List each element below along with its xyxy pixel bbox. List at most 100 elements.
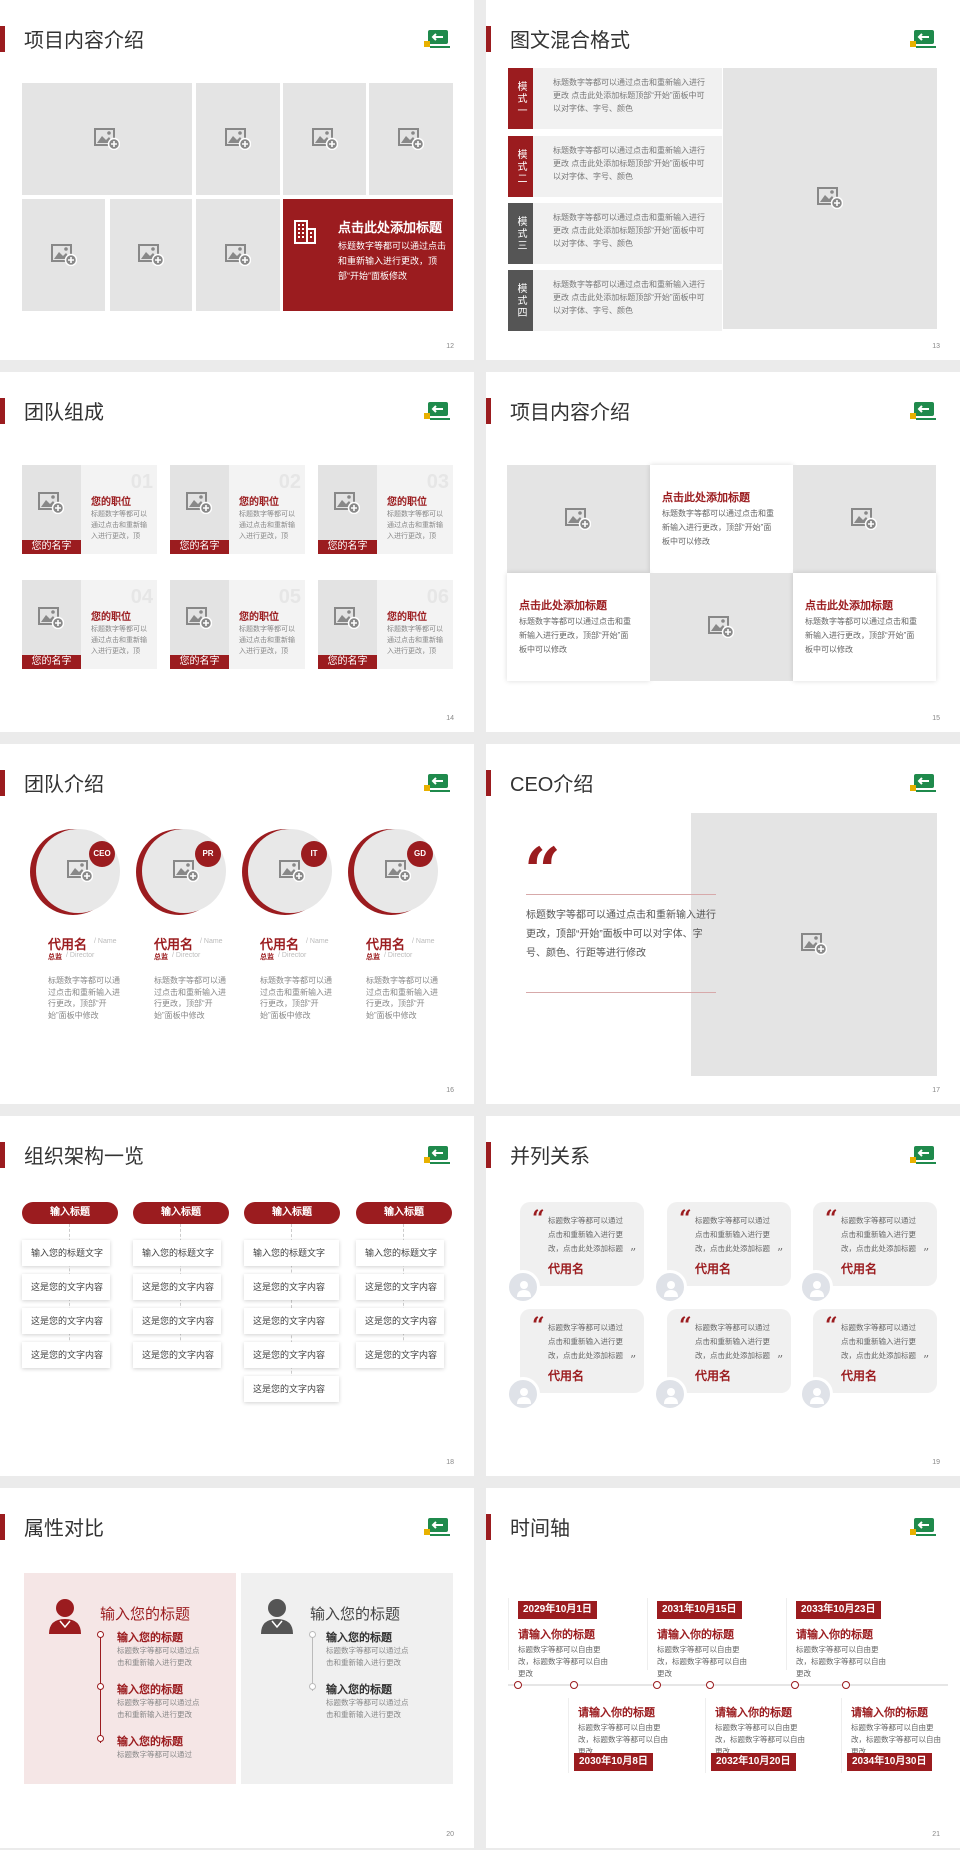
position-desc: 标题数字等都可以通过点击和重新输入进行更改，顶部“开始” [91,626,147,655]
card-number: 02 [278,471,301,493]
image-placeholder[interactable] [318,580,377,669]
image-placeholder[interactable] [22,465,81,554]
event-title: 请输入你的标题 [657,1629,734,1641]
quote-line-bottom [526,992,716,993]
org-item[interactable]: 输入您的标题文字 [356,1240,444,1266]
image-placeholder[interactable] [369,83,453,195]
female-user-icon [48,1597,82,1635]
slide-title: 团队介绍 [24,774,104,796]
image-placeholder[interactable] [723,68,937,329]
open-quote-icon: “ [679,1313,692,1339]
quote-name: 代用名 [695,1369,732,1383]
name-bar: 您的名字 [22,540,81,554]
role-badge: GD [407,841,433,867]
org-item[interactable]: 这是您的文字内容 [22,1308,110,1334]
org-item[interactable]: 这是您的文字内容 [22,1342,110,1368]
card-number: 06 [426,586,449,608]
event-body: 标题数字等都可以自由更改，标题数字等都可以自由更改 [796,1645,886,1678]
open-quote-icon: “ [825,1313,838,1339]
slide-title: 项目内容介绍 [24,30,144,52]
mode-text: 标题数字等都可以通过点击和重新输入进行更改 点击此处添加标题顶部“开始”面板中可… [533,203,722,264]
title-accent-bar [0,398,5,424]
image-placeholder[interactable] [196,83,280,195]
open-quote-icon: “ [532,1313,545,1339]
image-placeholder[interactable] [22,580,81,669]
org-item[interactable]: 这是您的文字内容 [133,1308,221,1334]
item-body: 标题数字等都可以通过点击和重新输入进行更改 [326,1646,409,1667]
column-header[interactable]: 输入标题 [244,1202,340,1224]
image-placeholder[interactable] [170,465,229,554]
quote-text: 标题数字等都可以通过点击和重新输入进行更改，点击此处添加标题 [548,1216,623,1253]
slide-14: 团队组成14您的名字01您的职位标题数字等都可以通过点击和重新输入进行更改，顶部… [0,372,474,732]
slide-17: CEO介绍 17 “标题数字等都可以通过点击和重新输入进行更改，顶部“开始”面板中可… [486,744,960,1104]
image-placeholder[interactable] [507,465,650,573]
position-title: 您的职位 [387,612,427,623]
member-name: 代用名 [366,937,406,952]
event-title: 请输入你的标题 [851,1707,928,1719]
org-item[interactable]: 这是您的文字内容 [22,1274,110,1300]
image-placeholder[interactable] [650,573,793,681]
member-role-en: / Director [278,952,307,959]
org-item[interactable]: 这是您的文字内容 [244,1274,339,1300]
org-item[interactable]: 这是您的文字内容 [133,1342,221,1368]
card-title: 点击此处添加标题 [519,600,607,612]
image-plus-icon [334,492,361,515]
timeline-dot [653,1681,661,1689]
image-placeholder[interactable] [793,465,936,573]
image-placeholder[interactable] [22,199,105,311]
column-header[interactable]: 输入标题 [356,1202,452,1224]
event-date: 2029年10月1日 [518,1601,597,1619]
slide-title: 图文混合格式 [510,30,630,52]
org-item[interactable]: 这是您的文字内容 [356,1342,444,1368]
event-title: 请输入你的标题 [715,1707,792,1719]
title-accent-bar [486,1514,491,1540]
org-item[interactable]: 这是您的文字内容 [356,1308,444,1334]
image-plus-icon [801,933,828,956]
mode-text: 标题数字等都可以通过点击和重新输入进行更改 点击此处添加标题顶部“开始”面板中可… [533,136,722,197]
slide-title: 项目内容介绍 [510,402,630,424]
open-quote-icon: “ [532,1206,545,1232]
column-header[interactable]: 输入标题 [22,1202,118,1224]
text-card: 点击此处添加标题 标题数字等都可以通过点击和重新输入进行更改，顶部“开始”面板中可… [650,465,793,573]
quote-icon: “ [524,834,561,909]
title-accent-bar [0,770,5,796]
event-body: 标题数字等都可以自由更改，标题数字等都可以自由更改 [578,1723,668,1756]
org-item[interactable]: 这是您的文字内容 [244,1342,339,1368]
org-item[interactable]: 输入您的标题文字 [244,1240,339,1266]
position-title: 您的职位 [239,612,279,623]
image-placeholder[interactable] [22,83,192,195]
panel-timeline [312,1631,313,1691]
quote-card: “标题数字等都可以通过点击和重新输入进行更改，点击此处添加标题 ” 代用名 [520,1309,644,1393]
column-header[interactable]: 输入标题 [133,1202,229,1224]
image-plus-icon [38,607,65,630]
item-body: 标题数字等都可以通过点击和重新输入进行更改 [326,1698,409,1719]
org-item[interactable]: 这是您的文字内容 [244,1376,339,1402]
image-plus-icon [851,508,878,531]
open-quote-icon: “ [825,1206,838,1232]
page-number: 21 [932,1831,940,1838]
page-number: 18 [446,1459,454,1466]
image-placeholder[interactable] [196,199,280,311]
image-plus-icon [279,860,306,883]
image-placeholder[interactable] [691,813,937,1076]
org-item[interactable]: 这是您的文字内容 [356,1274,444,1300]
title-accent-bar [486,26,491,52]
org-item[interactable]: 这是您的文字内容 [133,1274,221,1300]
event-card-border [841,1698,842,1773]
title-accent-bar [486,770,491,796]
position-desc: 标题数字等都可以通过点击和重新输入进行更改，顶部“开始” [239,626,295,655]
image-placeholder[interactable] [318,465,377,554]
member-role: 总监 [48,954,62,961]
image-placeholder[interactable] [283,83,366,195]
image-placeholder[interactable] [110,199,192,311]
image-placeholder[interactable] [170,580,229,669]
page-number: 12 [446,343,454,350]
org-item[interactable]: 这是您的文字内容 [244,1308,339,1334]
slide-title: 属性对比 [24,1518,104,1540]
org-item[interactable]: 输入您的标题文字 [22,1240,110,1266]
title-accent-bar [486,398,491,424]
org-item[interactable]: 输入您的标题文字 [133,1240,221,1266]
user-avatar-icon [807,1278,827,1298]
quote-text: 标题数字等都可以通过点击和重新输入进行更改，点击此处添加标题 [841,1216,916,1253]
